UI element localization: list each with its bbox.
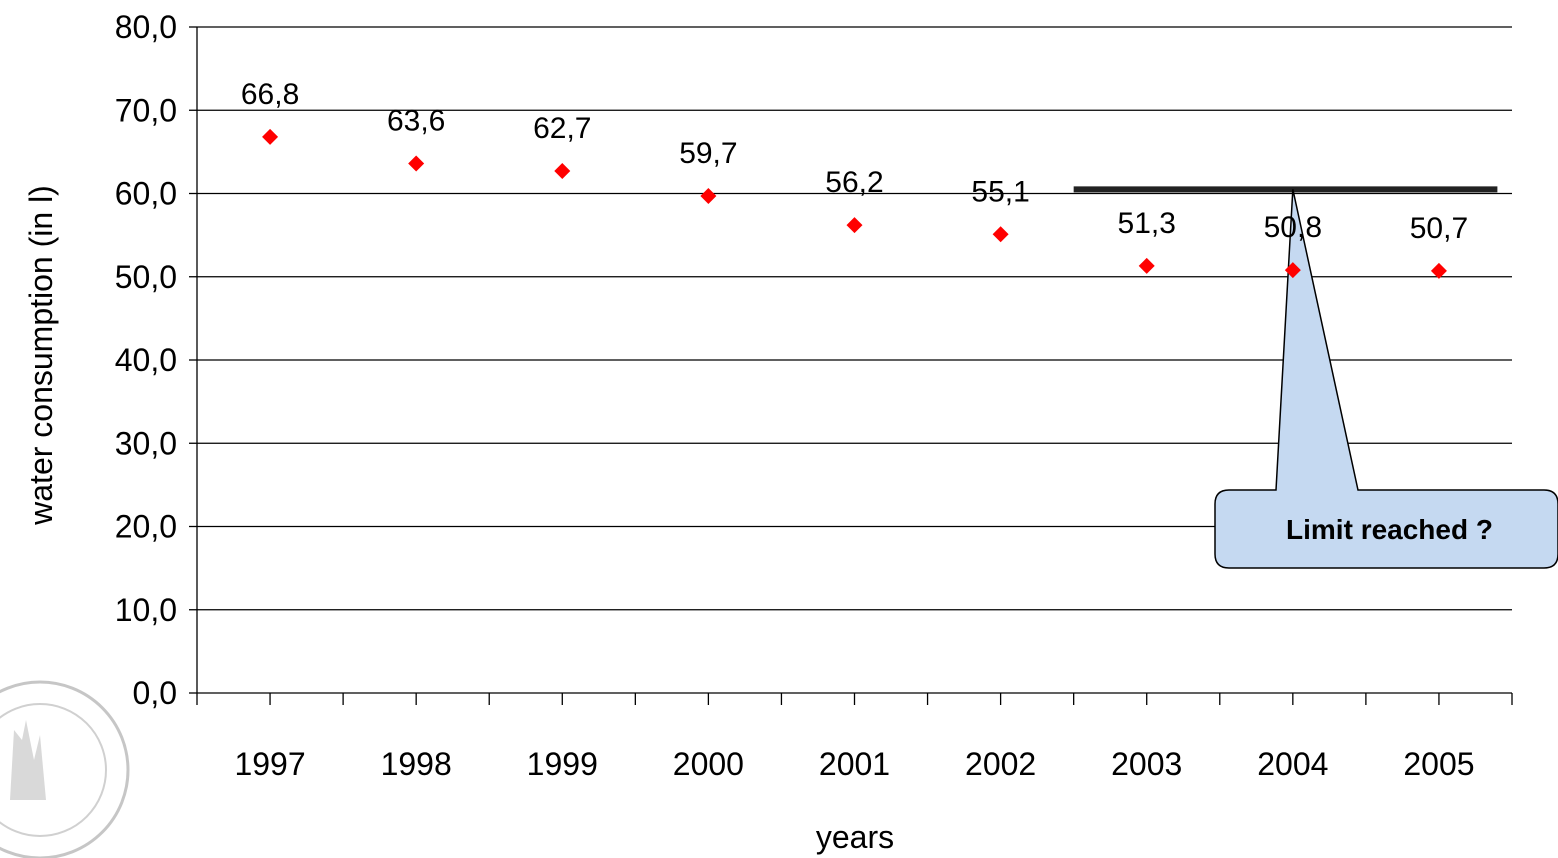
data-label: 50,8 <box>1264 211 1322 244</box>
y-tick-label: 20,0 <box>115 509 177 545</box>
y-tick-label: 40,0 <box>115 342 177 378</box>
y-axis-title: water consumption (in l) <box>23 185 59 526</box>
callout: Limit reached ? <box>1214 189 1558 569</box>
x-tick-label: 1999 <box>527 746 598 782</box>
y-tick-label: 0,0 <box>133 675 177 711</box>
x-tick-label: 2001 <box>819 746 890 782</box>
data-point <box>700 187 717 204</box>
data-label: 56,2 <box>825 166 883 199</box>
x-tick-label: 2000 <box>673 746 744 782</box>
data-label: 59,7 <box>679 137 737 170</box>
x-tick-label: 2005 <box>1403 746 1474 782</box>
y-tick-label: 80,0 <box>115 9 177 45</box>
x-tick-label: 2002 <box>965 746 1036 782</box>
axes: 0,0 10,0 20,0 30,0 40,0 50,0 60,0 70,0 80,0 1997 1… <box>115 9 1513 782</box>
y-tick-label: 10,0 <box>115 592 177 628</box>
data-label: 62,7 <box>533 112 591 145</box>
callout-bubble <box>1214 189 1558 569</box>
x-tick-label: 2003 <box>1111 746 1182 782</box>
data-point <box>408 155 425 172</box>
data-label: 51,3 <box>1118 207 1176 240</box>
y-tick-label: 50,0 <box>115 259 177 295</box>
callout-label: Limit reached ? <box>1286 514 1493 545</box>
data-points <box>262 128 1447 279</box>
data-point <box>846 217 863 234</box>
data-label: 66,8 <box>241 78 299 111</box>
x-tick-label: 1998 <box>381 746 452 782</box>
data-label: 63,6 <box>387 105 445 138</box>
y-tick-label: 70,0 <box>115 92 177 128</box>
y-tick-label: 60,0 <box>115 176 177 212</box>
x-tick-label: 2004 <box>1257 746 1328 782</box>
data-labels: 66,8 63,6 62,7 59,7 56,2 55,1 51,3 50,8 50,7 <box>241 78 1468 245</box>
data-point <box>1284 262 1301 279</box>
data-label: 55,1 <box>971 175 1029 208</box>
university-seal <box>0 680 130 858</box>
data-point <box>1430 262 1447 279</box>
data-label: 50,7 <box>1410 212 1468 245</box>
data-point <box>554 163 571 180</box>
data-point <box>1138 257 1155 274</box>
x-tick-label: 1997 <box>234 746 305 782</box>
x-axis-title: years <box>816 819 894 855</box>
data-point <box>992 226 1009 243</box>
data-point <box>262 128 279 145</box>
y-tick-label: 30,0 <box>115 425 177 461</box>
